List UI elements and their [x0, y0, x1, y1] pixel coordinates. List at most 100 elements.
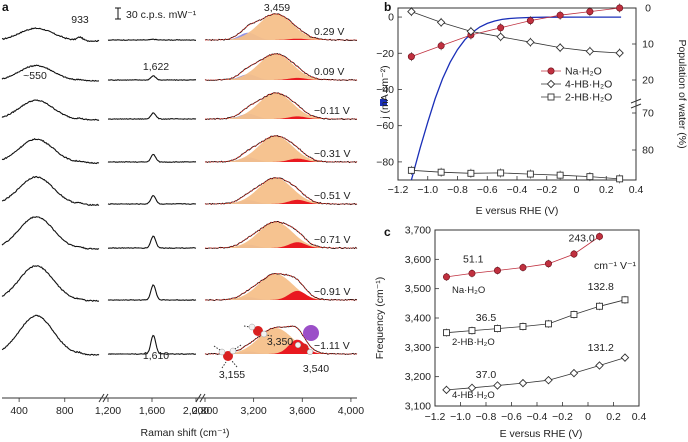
component-3350-6	[205, 274, 357, 300]
panel-a-tick-label-mid-1: 1,600	[139, 405, 165, 417]
peak-label-550: ~550	[23, 70, 47, 82]
panel-c-ytick-label-2: 3,300	[405, 342, 431, 354]
panel-b-point-2-6	[586, 173, 594, 181]
panel-b-point-1-7	[615, 48, 624, 58]
panel-b-point-0-3	[497, 24, 505, 32]
panel-a-tick-label-low-0: 400	[10, 405, 28, 417]
spectrum-low-7	[1, 314, 100, 356]
potential-label-5: −0.71 V	[314, 234, 351, 246]
peak-label-3540: 3,540	[303, 363, 329, 375]
panel-c-slope-label-1-1: 132.8	[588, 281, 614, 293]
panel-b-series-line-0	[411, 7, 620, 57]
spectrum-low-1	[1, 64, 99, 82]
panel-b-series-line-2	[411, 169, 620, 180]
component-3350-0	[205, 14, 357, 40]
panel-a-tick-label-high-2: 3,600	[289, 405, 315, 417]
panel-c-point-0-5	[570, 250, 578, 258]
panel-b-rtick-label-1: 10	[642, 39, 654, 51]
panel-b-xlabel: E versus RHE (V)	[476, 205, 559, 217]
peak-label-1622: 1,622	[143, 61, 169, 73]
panel-c-point-2-5	[569, 368, 579, 378]
spectrum-low-4	[1, 175, 100, 206]
spectrum-low-5	[1, 216, 100, 250]
panel-c-point-2-0	[442, 385, 451, 395]
panel-c-xtick-label-1: −1.0	[450, 411, 471, 423]
axis-break-marks	[98, 393, 206, 403]
fit-envelope-0	[205, 13, 357, 41]
panel-c-ytick-label-0: 3,100	[405, 401, 431, 413]
panel-c-point-1-2	[494, 325, 501, 333]
panel-c-point-1-3	[519, 323, 527, 330]
panel-b-point-1-3	[496, 32, 505, 42]
panel-b-legend-marker-1	[546, 79, 556, 89]
panel-c-point-1-7	[621, 296, 629, 304]
spectrum-mid-2	[108, 112, 197, 120]
panel-b-xtick-label-5: −0.2	[536, 184, 557, 196]
panel-c-point-2-1	[467, 383, 477, 393]
panel-b-point-0-4	[526, 17, 534, 25]
spectrum-mid-1	[107, 75, 197, 81]
component-3350-4	[205, 178, 357, 204]
panel-a-letter: a	[2, 0, 9, 14]
panel-c-xlabel: E versus RHE (V)	[500, 428, 583, 440]
spectrum-mid-4	[107, 194, 197, 205]
panel-b-ytick-label-2: −40	[376, 84, 394, 96]
scale-bar	[115, 7, 121, 20]
fit-envelope-2	[205, 92, 357, 120]
panel-c-point-0-6	[595, 232, 603, 240]
right-axis-break	[630, 98, 642, 109]
panel-c-xtick-label-6: 0	[585, 411, 591, 423]
panel-b-legend-marker-2	[547, 93, 555, 101]
component-3350-3	[205, 136, 357, 162]
spectrum-mid-5	[108, 235, 197, 249]
panel-c-point-2-6	[595, 361, 604, 370]
panel-b-point-0-6	[586, 8, 594, 16]
panel-c-ytick-label-4: 3,500	[405, 283, 431, 295]
panel-c-point-1-4	[545, 320, 552, 328]
panel-b-point-1-6	[585, 46, 595, 56]
panel-b-xtick-label-2: −0.8	[447, 184, 468, 196]
panel-c-point-0-1	[468, 269, 476, 277]
spectra-group: 0.29 V 0.09 V −0.11 V −0.31 V −0.51 V −0.71 V…	[1, 13, 358, 356]
panel-b-letter: b	[384, 0, 391, 14]
panel-b-legend-label-0: Na·H₂O	[565, 66, 602, 78]
panel-b-point-2-2	[467, 169, 475, 177]
panel-b-xtick-label-7: 0.2	[599, 184, 614, 196]
panel-b-rtick-label-4: 80	[642, 145, 654, 157]
water-cluster-4hb-icon	[213, 344, 242, 369]
panel-a-tick-label-high-0: 2,800	[192, 405, 218, 417]
component-3350-1	[205, 54, 357, 80]
potential-label-4: −0.51 V	[314, 190, 351, 202]
peak-label-933: 933	[71, 14, 89, 26]
panel-b-point-2-1	[437, 168, 445, 176]
potential-label-3: −0.31 V	[314, 148, 351, 160]
panel-c-series-line-2	[446, 357, 626, 391]
panel-c-ytick-label-1: 3,200	[405, 371, 431, 383]
panel-c-point-2-3	[518, 378, 528, 388]
panel-c-point-1-5	[570, 311, 578, 318]
panel-b-xtick-label-4: −0.4	[507, 184, 528, 196]
fit-envelope-1	[205, 53, 357, 81]
panel-b: b −1.2 −1.0 −0.8 −0.6 −0.4 −0.2 0 0.2 0.4 0 −20 −40…	[376, 0, 688, 217]
panel-c-slope-label-1-0: 36.5	[476, 312, 497, 324]
panel-c-xtick-label-2: −0.8	[476, 411, 497, 423]
peak-label-1610: 1,610	[143, 350, 169, 362]
panel-b-legend-marker-0	[547, 67, 555, 75]
panel-b-point-1-2	[466, 27, 476, 36]
panel-b-rtick-label-3: 70	[642, 108, 654, 120]
panel-a-xlabel: Raman shift (cm⁻¹)	[141, 427, 230, 439]
panel-b-xtick-label-0: −1.2	[388, 184, 409, 196]
fit-envelope-4	[205, 177, 357, 205]
panel-b-series-line-1	[411, 11, 620, 54]
spectrum-mid-7	[107, 334, 197, 355]
panel-c-ytick-label-6: 3,700	[405, 225, 431, 237]
panel-c-xtick-label-5: −0.2	[552, 411, 573, 423]
scale-bar-label: 30 c.p.s. mW⁻¹	[126, 9, 197, 21]
panel-b-point-0-5	[556, 11, 564, 19]
panel-a-tick-label-high-3: 4,000	[338, 405, 364, 417]
panel-b-ylabel-left: j (mA cm⁻²)	[379, 65, 391, 119]
panel-b-point-1-1	[436, 18, 446, 27]
panel-c-xtick-label-4: −0.4	[527, 411, 548, 423]
panel-c-point-2-7	[620, 353, 630, 362]
panel-c-point-0-0	[442, 273, 450, 281]
